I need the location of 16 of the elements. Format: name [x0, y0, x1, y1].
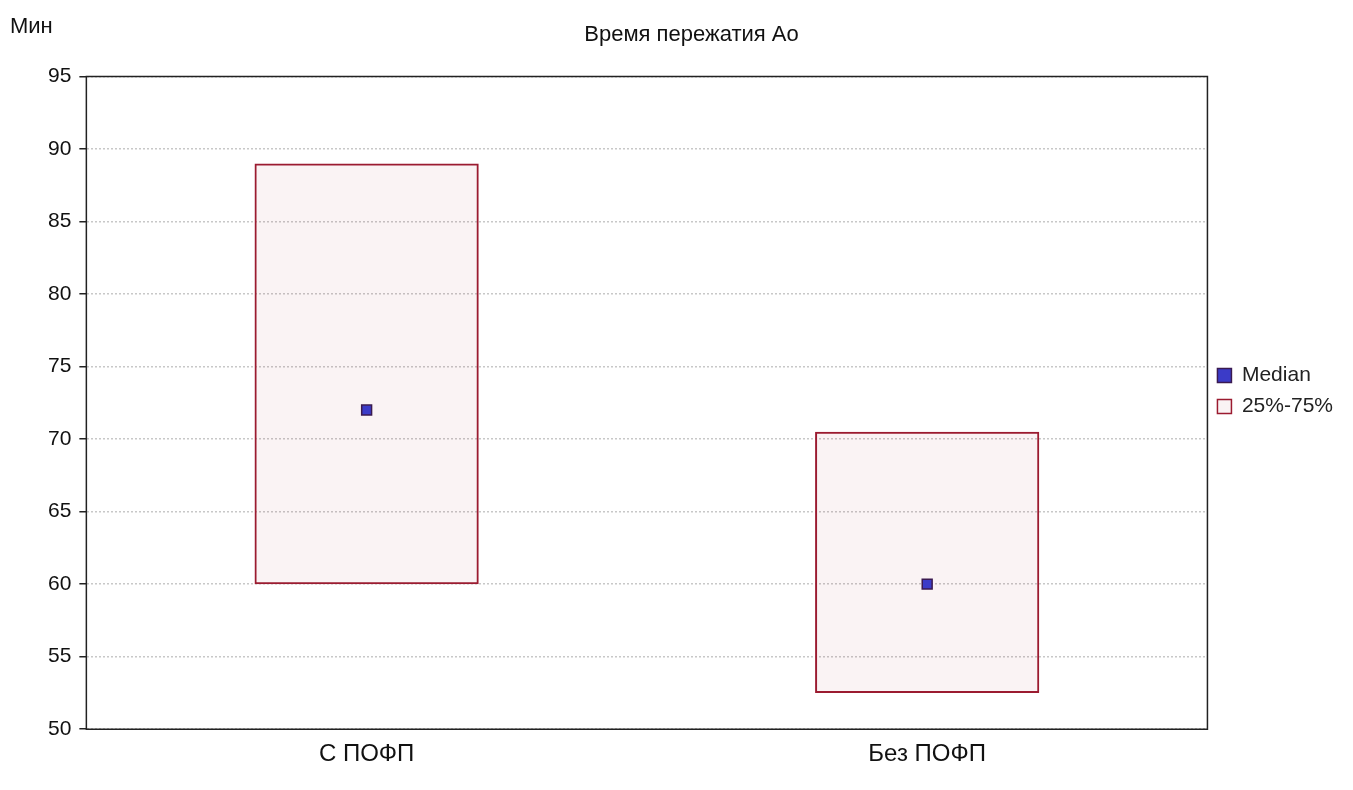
chart-title: Время пережатия Ао	[584, 21, 799, 47]
x-tick-label: С ПОФП	[318, 739, 415, 767]
y-axis-title: Мин	[10, 13, 53, 39]
legend-label: 25%-75%	[1241, 393, 1334, 417]
y-tick-label: 80	[48, 280, 72, 304]
y-tick-label: 95	[48, 63, 72, 87]
y-tick-label: 90	[48, 135, 72, 159]
legend-label: Median	[1241, 362, 1311, 386]
y-tick-label: 65	[48, 498, 72, 522]
y-tick-label: 75	[48, 353, 72, 377]
y-tick-label: 60	[48, 570, 72, 594]
y-tick-label: 70	[48, 425, 72, 449]
x-tick-label: Без ПОФП	[868, 739, 986, 767]
y-tick-label: 55	[48, 643, 72, 667]
y-tick-label: 85	[48, 208, 72, 232]
y-tick-label: 50	[48, 716, 72, 739]
